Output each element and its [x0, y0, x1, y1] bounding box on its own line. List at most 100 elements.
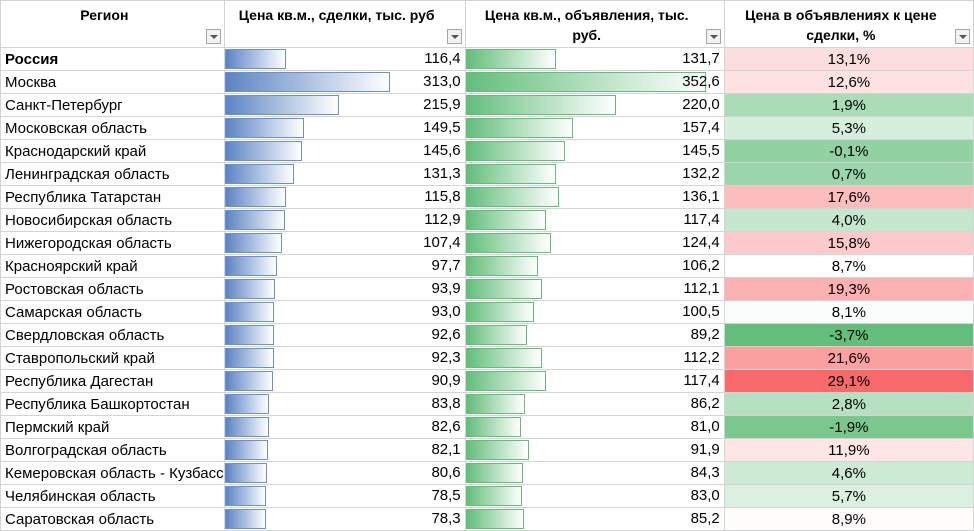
ad-price-cell[interactable]: 100,5 — [464, 300, 725, 324]
ratio-cell[interactable]: 8,1% — [723, 300, 974, 324]
deal-price-cell[interactable]: 313,0 — [223, 70, 466, 94]
region-cell[interactable]: Свердловская область — [0, 323, 225, 347]
ad-price-cell[interactable]: 220,0 — [464, 93, 725, 117]
ratio-cell[interactable]: 5,7% — [723, 484, 974, 508]
ad-price-cell[interactable]: 145,5 — [464, 139, 725, 163]
deal-price-cell[interactable]: 82,1 — [223, 438, 466, 462]
ratio-cell[interactable]: 29,1% — [723, 369, 974, 393]
region-cell[interactable]: Челябинская область — [0, 484, 225, 508]
ad-price-cell[interactable]: 117,4 — [464, 208, 725, 232]
region-cell[interactable]: Республика Дагестан — [0, 369, 225, 393]
table-row: Московская область 149,5 157,4 5,3% — [0, 116, 974, 140]
ad-price-databar — [466, 463, 523, 483]
ad-price-cell[interactable]: 112,2 — [464, 346, 725, 370]
ad-price-databar — [466, 256, 538, 276]
filter-dropdown-icon[interactable] — [955, 29, 970, 44]
deal-price-value: 131,3 — [423, 165, 461, 182]
ad-price-cell[interactable]: 83,0 — [464, 484, 725, 508]
ad-price-cell[interactable]: 89,2 — [464, 323, 725, 347]
ad-price-databar — [466, 394, 525, 414]
region-cell[interactable]: Ростовская область — [0, 277, 225, 301]
ad-price-cell[interactable]: 112,1 — [464, 277, 725, 301]
region-cell[interactable]: Республика Башкортостан — [0, 392, 225, 416]
filter-dropdown-icon[interactable] — [205, 29, 221, 44]
deal-price-cell[interactable]: 90,9 — [223, 369, 466, 393]
deal-price-cell[interactable]: 97,7 — [223, 254, 466, 278]
region-cell[interactable]: Ленинградская область — [0, 162, 225, 186]
region-cell[interactable]: Краснодарский край — [0, 139, 225, 163]
ad-price-cell[interactable]: 157,4 — [464, 116, 725, 140]
deal-price-cell[interactable]: 115,8 — [223, 185, 466, 209]
filter-dropdown-icon[interactable] — [705, 29, 721, 44]
region-cell[interactable]: Красноярский край — [0, 254, 225, 278]
ratio-cell[interactable]: 8,9% — [723, 507, 974, 531]
ratio-cell[interactable]: 15,8% — [723, 231, 974, 255]
table-row: Саратовская область 78,3 85,2 8,9% — [0, 507, 974, 531]
deal-price-cell[interactable]: 107,4 — [223, 231, 466, 255]
ad-price-databar — [466, 49, 556, 69]
ad-price-cell[interactable]: 84,3 — [464, 461, 725, 485]
ad-price-cell[interactable]: 136,1 — [464, 185, 725, 209]
deal-price-cell[interactable]: 83,8 — [223, 392, 466, 416]
ratio-cell[interactable]: 1,9% — [723, 93, 974, 117]
ratio-cell[interactable]: 19,3% — [723, 277, 974, 301]
deal-price-cell[interactable]: 116,4 — [223, 47, 466, 71]
ratio-cell[interactable]: 5,3% — [723, 116, 974, 140]
ad-price-cell[interactable]: 132,2 — [464, 162, 725, 186]
region-cell[interactable]: Ставропольский край — [0, 346, 225, 370]
ratio-cell[interactable]: 21,6% — [723, 346, 974, 370]
deal-price-value: 83,8 — [431, 395, 461, 412]
region-cell[interactable]: Санкт-Петербург — [0, 93, 225, 117]
ratio-cell[interactable]: 11,9% — [723, 438, 974, 462]
ratio-cell[interactable]: 4,6% — [723, 461, 974, 485]
deal-price-cell[interactable]: 92,3 — [223, 346, 466, 370]
ad-price-cell[interactable]: 106,2 — [464, 254, 725, 278]
region-cell[interactable]: Кемеровская область - Кузбасс — [0, 461, 225, 485]
deal-price-cell[interactable]: 93,0 — [223, 300, 466, 324]
region-cell[interactable]: Саратовская область — [0, 507, 225, 531]
ad-price-cell[interactable]: 81,0 — [464, 415, 725, 439]
ratio-cell[interactable]: -0,1% — [723, 139, 974, 163]
ad-price-cell[interactable]: 91,9 — [464, 438, 725, 462]
deal-price-cell[interactable]: 131,3 — [223, 162, 466, 186]
ad-price-cell[interactable]: 86,2 — [464, 392, 725, 416]
ratio-cell[interactable]: 8,7% — [723, 254, 974, 278]
deal-price-cell[interactable]: 112,9 — [223, 208, 466, 232]
ratio-cell[interactable]: 17,6% — [723, 185, 974, 209]
deal-price-cell[interactable]: 80,6 — [223, 461, 466, 485]
ad-price-cell[interactable]: 117,4 — [464, 369, 725, 393]
ratio-cell[interactable]: -1,9% — [723, 415, 974, 439]
deal-price-cell[interactable]: 92,6 — [223, 323, 466, 347]
deal-price-databar — [225, 509, 266, 529]
region-cell[interactable]: Пермский край — [0, 415, 225, 439]
ad-price-cell[interactable]: 85,2 — [464, 507, 725, 531]
ratio-cell[interactable]: 0,7% — [723, 162, 974, 186]
deal-price-cell[interactable]: 93,9 — [223, 277, 466, 301]
ratio-cell[interactable]: 12,6% — [723, 70, 974, 94]
region-cell[interactable]: Новосибирская область — [0, 208, 225, 232]
region-cell[interactable]: Волгоградская область — [0, 438, 225, 462]
deal-price-cell[interactable]: 82,6 — [223, 415, 466, 439]
ratio-cell[interactable]: 2,8% — [723, 392, 974, 416]
deal-price-cell[interactable]: 78,5 — [223, 484, 466, 508]
ratio-cell[interactable]: 13,1% — [723, 47, 974, 71]
deal-price-cell[interactable]: 149,5 — [223, 116, 466, 140]
region-cell[interactable]: Россия — [0, 47, 225, 71]
region-cell[interactable]: Республика Татарстан — [0, 185, 225, 209]
deal-price-cell[interactable]: 215,9 — [223, 93, 466, 117]
deal-price-cell[interactable]: 78,3 — [223, 507, 466, 531]
ad-price-cell[interactable]: 124,4 — [464, 231, 725, 255]
deal-price-cell[interactable]: 145,6 — [223, 139, 466, 163]
ad-price-cell[interactable]: 131,7 — [464, 47, 725, 71]
ratio-cell[interactable]: 4,0% — [723, 208, 974, 232]
filter-dropdown-icon[interactable] — [446, 29, 462, 44]
ratio-cell[interactable]: -3,7% — [723, 323, 974, 347]
region-cell[interactable]: Москва — [0, 70, 225, 94]
region-cell[interactable]: Самарская область — [0, 300, 225, 324]
region-cell[interactable]: Московская область — [0, 116, 225, 140]
deal-price-databar — [225, 95, 339, 115]
region-cell[interactable]: Нижегородская область — [0, 231, 225, 255]
ad-price-cell[interactable]: 352,6 — [464, 70, 725, 94]
ad-price-databar — [466, 509, 524, 529]
deal-price-databar — [225, 417, 269, 437]
